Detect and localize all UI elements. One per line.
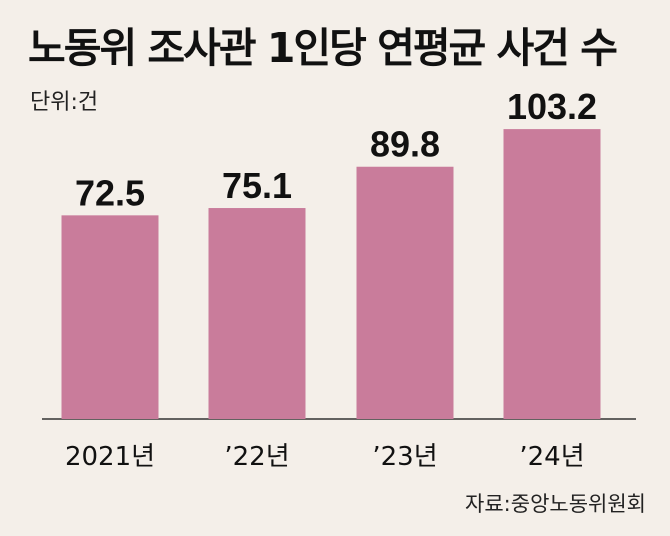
bar-2 bbox=[208, 208, 306, 419]
bar-1 bbox=[61, 215, 159, 419]
bar-3 bbox=[356, 166, 454, 419]
bar-4 bbox=[503, 129, 601, 420]
chart-title: 노동위 조사관 1인당 연평균 사건 수 bbox=[28, 24, 618, 72]
x-tick-label-1: 2021년 bbox=[65, 442, 155, 472]
x-tick-label-3: ’23년 bbox=[372, 442, 437, 472]
value-label-4: 103.2 bbox=[507, 86, 597, 127]
x-tick-label-2: ’22년 bbox=[224, 442, 289, 472]
x-tick-label-4: ’24년 bbox=[519, 442, 584, 472]
bars-group bbox=[61, 129, 601, 420]
value-label-3: 89.8 bbox=[370, 124, 440, 165]
value-label-2: 75.1 bbox=[222, 165, 292, 206]
source-note: 자료:중앙노동위원회 bbox=[465, 492, 646, 516]
unit-label: 단위:건 bbox=[30, 90, 99, 115]
value-label-1: 72.5 bbox=[75, 172, 145, 213]
tick-labels-group: 2021년 ’22년 ’23년 ’24년 bbox=[65, 442, 585, 472]
value-labels-group: 72.5 75.1 89.8 103.2 bbox=[75, 86, 597, 213]
